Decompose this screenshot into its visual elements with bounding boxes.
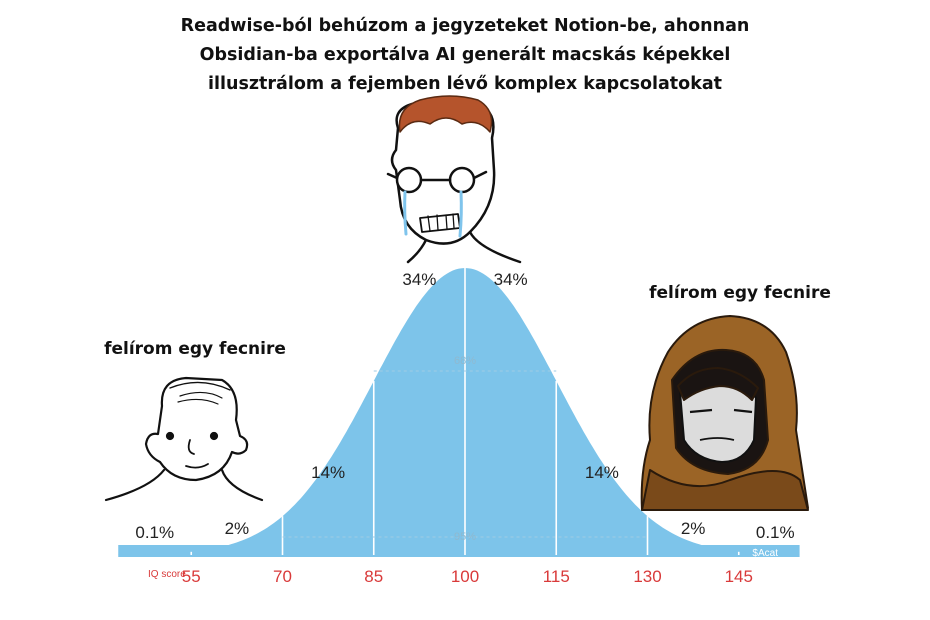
- band-percent-label: 14%: [311, 463, 345, 482]
- x-tick-label: 55: [182, 567, 201, 586]
- caption-line: Obsidian-ba exportálva AI generált macsk…: [199, 45, 731, 65]
- middle-crying-wojak-avatar: [386, 95, 522, 264]
- right-character-label: felírom egy fecnire: [649, 283, 831, 303]
- caption-line: Readwise-ból behúzom a jegyzeteket Notio…: [180, 16, 750, 36]
- x-tick-label: 130: [633, 567, 661, 586]
- band-percent-label: 34%: [494, 270, 528, 289]
- left-character-label: felírom egy fecnire: [104, 339, 286, 359]
- range-label: 68%: [454, 355, 476, 367]
- band-percent-label: 2%: [681, 519, 706, 538]
- x-tick-label: 70: [273, 567, 292, 586]
- x-tick-label: 115: [543, 567, 570, 586]
- band-percent-label: 0.1%: [756, 523, 795, 542]
- left-wojak-avatar: [104, 376, 264, 502]
- band-percent-label: 34%: [402, 270, 436, 289]
- x-tick-label: 100: [451, 567, 479, 586]
- meme-caption: Readwise-ból behúzom a jegyzeteket Notio…: [0, 12, 930, 99]
- x-tick-label: 145: [725, 567, 753, 586]
- caption-line: illusztrálom a fejemben lévő komplex kap…: [207, 74, 723, 94]
- curve-area: [118, 268, 800, 555]
- bell-curve: 68% 95% 0.1% 2% 14% 34% 34% 14% 2% 0.1% 55 70 85 100 1…: [118, 268, 800, 586]
- band-percent-label: 14%: [585, 463, 619, 482]
- right-hooded-wojak-avatar: [640, 315, 809, 511]
- watermark-text: $Acat: [752, 548, 778, 559]
- band-percent-label: 2%: [225, 519, 250, 538]
- x-tick-label: 85: [364, 567, 383, 586]
- range-label: 95%: [454, 531, 476, 543]
- band-percent-label: 0.1%: [135, 523, 174, 542]
- x-axis-label: IQ score: [148, 569, 186, 580]
